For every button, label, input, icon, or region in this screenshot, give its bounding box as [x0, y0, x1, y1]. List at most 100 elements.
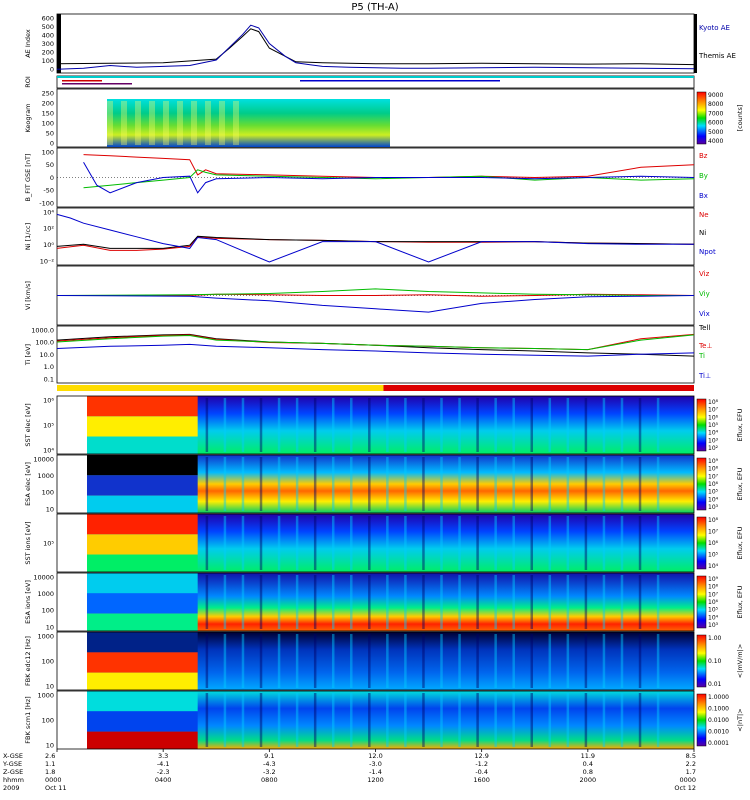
esa-e-early-block	[87, 455, 198, 513]
fbk-b-streak	[277, 693, 281, 747]
esa-i-streak	[440, 575, 443, 629]
temperature-tick: 100.0	[35, 339, 54, 347]
esa-i-streak	[422, 575, 425, 629]
footer-value: Oct 11	[45, 784, 67, 792]
fbk-e-colorbar-tick: 0.10	[708, 658, 722, 665]
keogram-streak	[135, 101, 141, 145]
esa-e-streak	[331, 457, 335, 511]
fbk-e-colorbar	[696, 634, 707, 688]
fbk-e-early-band-top	[87, 632, 198, 653]
keogram-tick: 200	[42, 99, 54, 107]
footer-row-label: X-GSE	[3, 752, 23, 760]
sst-i-colorbar	[696, 516, 707, 570]
sst-i-streak	[386, 516, 389, 570]
sst-e-streak	[368, 398, 371, 452]
sst-e-streak	[331, 398, 335, 452]
fbk-e-data-gap	[57, 632, 87, 690]
mode-bar-slow	[383, 385, 694, 391]
keogram-streak	[163, 101, 169, 145]
ae-tick: 500	[42, 23, 54, 31]
sst-i-streak	[566, 516, 570, 570]
sst-e-colorbar-tick: 10²	[708, 445, 719, 452]
sst-e-streak	[566, 398, 570, 452]
sst-e-streak	[620, 398, 624, 452]
sst-i-tick: 10⁵	[43, 539, 54, 547]
esa-i-ylabel: ESA ions [eV]	[24, 580, 32, 624]
ae-tick: 600	[42, 14, 54, 22]
legend-temperature: Tell	[698, 324, 710, 332]
footer-value: 0000	[45, 776, 62, 784]
esa-e-streak	[368, 457, 371, 511]
fbk-e-streak	[584, 634, 588, 688]
sst-e-early-band-top	[87, 396, 198, 417]
esa-i-streak	[223, 575, 227, 629]
fbk-b-colorbar-label: <|nT|>	[736, 708, 744, 731]
sst-e-streak	[584, 398, 588, 452]
fbk-e-streak	[241, 634, 245, 688]
bfield-tick: -100	[39, 199, 54, 207]
sst-i-streak	[458, 516, 461, 570]
keogram-streak	[107, 101, 113, 145]
footer-value: 0800	[261, 776, 278, 784]
sst-e-streak	[350, 398, 353, 452]
fbk-b-streak	[602, 693, 606, 747]
fbk-b-ylabel: FBK scm1 [Hz]	[24, 696, 32, 743]
keogram-image	[107, 99, 390, 147]
fbk-b-streak	[404, 693, 407, 747]
esa-e-tick: 1000	[37, 472, 54, 480]
esa-i-streak	[584, 575, 588, 629]
ae-tick: 200	[42, 48, 54, 56]
sst-i-streak	[404, 516, 407, 570]
keogram-tick: 150	[42, 109, 54, 117]
footer-value: 8.5	[686, 752, 696, 760]
esa-i-colorbar-label: Eflux, EFU	[736, 585, 744, 618]
fbk-e-streak	[368, 634, 371, 688]
fbk-b-streak	[205, 693, 209, 747]
fbk-b-streak	[548, 693, 552, 747]
sst-e-streak	[530, 398, 534, 452]
ae-tick: 0	[50, 65, 54, 73]
footer-value: 12.0	[368, 752, 382, 760]
fbk-e-streak	[205, 634, 209, 688]
temperature-tick: 1.0	[44, 363, 54, 371]
fbk-b-streak	[331, 693, 335, 747]
sst-e-streak	[422, 398, 425, 452]
fbk-e-early-band-mid	[87, 652, 198, 673]
chart-title: P5 (TH-A)	[351, 2, 398, 13]
sst-i-streak	[548, 516, 552, 570]
fbk-e-streak	[620, 634, 624, 688]
fbk-b-data-gap	[57, 691, 87, 749]
esa-i-colorbar	[696, 575, 707, 629]
fbk-e-tick: 1000	[37, 632, 54, 640]
sst-e-tick: 10⁶	[43, 396, 54, 404]
esa-e-streak	[458, 457, 461, 511]
esa-i-streak	[494, 575, 497, 629]
sst-e-streak	[223, 398, 227, 452]
footer-value: 0000	[679, 776, 696, 784]
esa-i-tick: 10	[46, 623, 54, 631]
sst-i-streak	[422, 516, 425, 570]
fbk-b-streak	[241, 693, 245, 747]
sst-i-streak	[259, 516, 263, 570]
esa-e-streak	[241, 457, 245, 511]
keogram-tick: 50	[46, 129, 54, 137]
footer-value: 1200	[367, 776, 384, 784]
sst-i-panel	[56, 513, 695, 573]
roi-bar-purple	[62, 83, 132, 85]
fbk-b-streak	[584, 693, 588, 747]
fbk-e-ylabel: FBK edc12 [Hz]	[24, 636, 32, 686]
esa-i-colorbar-tick: 10⁵	[708, 607, 719, 614]
themis-ae-line	[56, 28, 695, 66]
footer-value: 0.8	[583, 768, 593, 776]
ae-tick: 100	[42, 57, 54, 65]
esa-i-streak	[404, 575, 407, 629]
sst-i-streak	[638, 516, 642, 570]
fbk-e-streak	[404, 634, 407, 688]
fbk-e-streak	[638, 634, 642, 688]
esa-i-data-gap	[57, 573, 87, 631]
esa-e-streak	[602, 457, 606, 511]
sst-i-colorbar-tick: 10⁸	[708, 517, 719, 524]
fbk-b-streak	[512, 693, 515, 747]
footer-value: 3.3	[158, 752, 168, 760]
